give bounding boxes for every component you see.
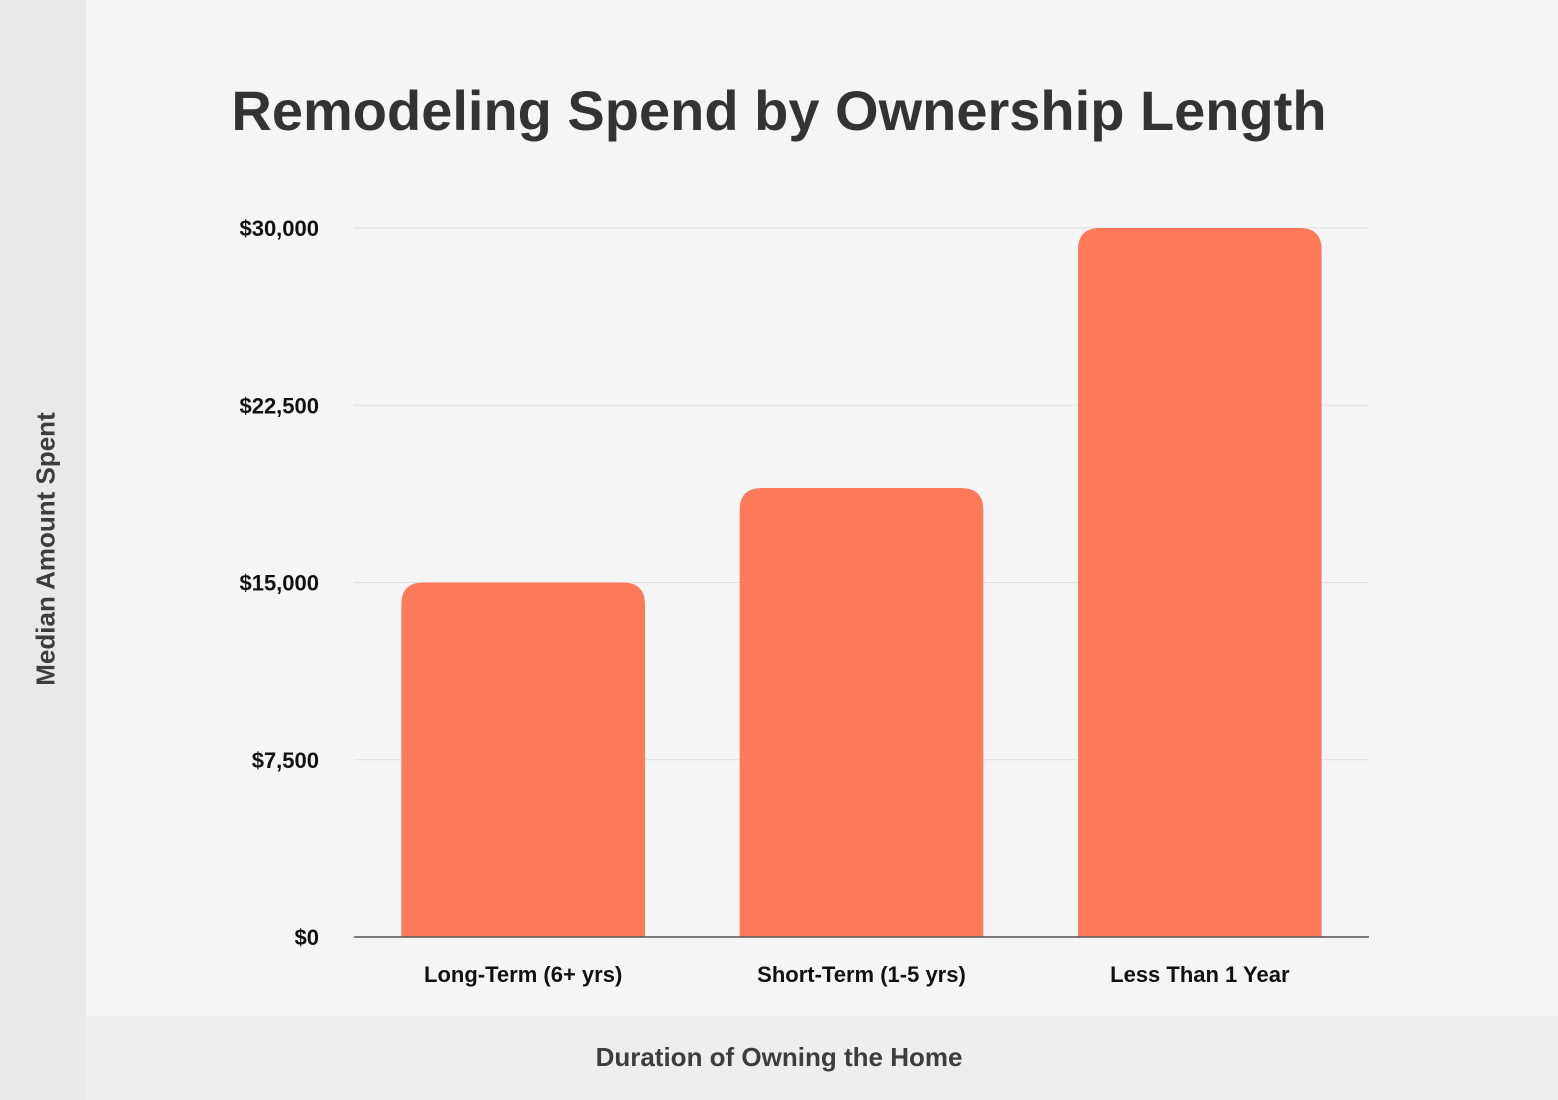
bar <box>739 487 984 937</box>
x-tick-label: Short-Term (1-5 yrs) <box>757 962 966 987</box>
chart-title: Remodeling Spend by Ownership Length <box>231 79 1327 142</box>
y-tick-label: $0 <box>295 925 319 950</box>
y-tick-label: $22,500 <box>239 393 319 418</box>
bottom-band <box>86 1016 1558 1100</box>
bar <box>401 582 645 937</box>
bar <box>1078 228 1322 937</box>
x-axis-label: Duration of Owning the Home <box>595 1042 963 1072</box>
y-tick-label: $15,000 <box>239 571 319 596</box>
x-tick-label: Less Than 1 Year <box>1110 962 1290 987</box>
x-tick-label: Long-Term (6+ yrs) <box>424 962 622 987</box>
left-band <box>0 0 86 1100</box>
y-tick-label: $7,500 <box>252 748 319 773</box>
y-tick-label: $30,000 <box>239 216 319 241</box>
